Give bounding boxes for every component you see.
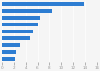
Bar xyxy=(2,50,16,54)
Bar xyxy=(2,23,38,26)
Bar xyxy=(2,43,20,47)
Bar xyxy=(2,36,30,40)
Bar xyxy=(2,57,15,61)
Bar xyxy=(2,16,40,20)
Bar xyxy=(2,9,52,13)
Bar xyxy=(2,30,33,33)
Bar xyxy=(2,2,84,6)
